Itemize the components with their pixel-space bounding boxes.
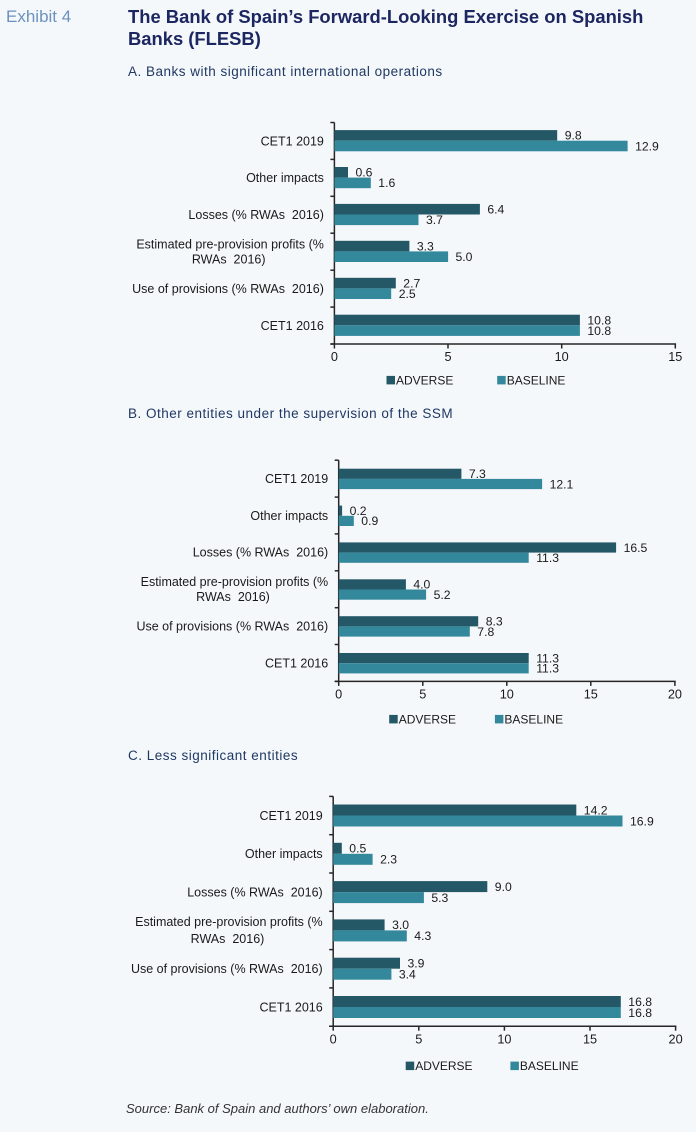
svg-text:RWAs 2016): RWAs 2016): [191, 932, 265, 946]
svg-text:10: 10: [555, 350, 569, 364]
svg-text:Estimated pre-provision profit: Estimated pre-provision profits (%: [135, 915, 323, 929]
svg-text:9.8: 9.8: [565, 129, 582, 143]
svg-text:Other impacts: Other impacts: [245, 847, 323, 861]
svg-text:0.6: 0.6: [356, 166, 373, 180]
svg-text:0: 0: [330, 1032, 337, 1046]
svg-text:20: 20: [669, 1032, 683, 1046]
svg-text:Use of provisions (% RWAs 201: Use of provisions (% RWAs 2016): [131, 962, 323, 976]
svg-text:1.6: 1.6: [378, 176, 395, 190]
svg-text:7.8: 7.8: [477, 625, 494, 639]
svg-text:3.4: 3.4: [399, 968, 416, 982]
svg-text:2.7: 2.7: [403, 276, 420, 290]
svg-text:CET1 2016: CET1 2016: [259, 1000, 322, 1014]
svg-text:10.8: 10.8: [587, 324, 611, 338]
svg-text:11.3: 11.3: [536, 651, 559, 665]
svg-text:14.2: 14.2: [584, 803, 608, 817]
svg-text:12.9: 12.9: [635, 139, 659, 153]
svg-text:0.2: 0.2: [350, 504, 367, 518]
svg-text:16.8: 16.8: [628, 995, 652, 1009]
svg-text:5: 5: [415, 1032, 422, 1046]
svg-text:Other impacts: Other impacts: [250, 509, 328, 523]
svg-text:16.8: 16.8: [628, 1006, 652, 1020]
svg-text:RWAs 2016): RWAs 2016): [192, 253, 266, 267]
svg-text:5: 5: [419, 688, 426, 702]
svg-text:Estimated pre-provision profit: Estimated pre-provision profits (%: [141, 575, 329, 589]
svg-text:BASELINE: BASELINE: [520, 1059, 579, 1073]
svg-text:Losses (% RWAs 2016): Losses (% RWAs 2016): [187, 885, 322, 899]
svg-text:15: 15: [584, 688, 598, 702]
svg-text:3.7: 3.7: [426, 213, 443, 227]
svg-text:CET1 2019: CET1 2019: [265, 472, 328, 486]
svg-text:CET1 2016: CET1 2016: [261, 319, 324, 333]
svg-text:11.3: 11.3: [536, 551, 559, 565]
svg-text:10.8: 10.8: [587, 313, 611, 327]
svg-text:Other impacts: Other impacts: [246, 171, 324, 185]
svg-text:0.9: 0.9: [361, 514, 378, 528]
svg-text:5: 5: [444, 350, 451, 364]
svg-text:ADVERSE: ADVERSE: [399, 712, 456, 726]
svg-text:0: 0: [335, 688, 342, 702]
svg-text:3.3: 3.3: [417, 240, 434, 254]
svg-text:0.5: 0.5: [349, 842, 366, 856]
svg-text:CET1 2016: CET1 2016: [265, 656, 328, 670]
svg-text:16.9: 16.9: [630, 814, 654, 828]
svg-text:7.3: 7.3: [469, 467, 486, 481]
svg-text:Use of provisions (% RWAs 201: Use of provisions (% RWAs 2016): [132, 282, 324, 296]
svg-text:Losses (% RWAs 2016): Losses (% RWAs 2016): [193, 546, 328, 560]
svg-text:16.5: 16.5: [624, 541, 648, 555]
svg-text:12.1: 12.1: [550, 477, 574, 491]
svg-text:11.3: 11.3: [536, 662, 559, 676]
svg-text:ADVERSE: ADVERSE: [415, 1059, 472, 1073]
svg-text:9.0: 9.0: [495, 880, 512, 894]
svg-text:5.3: 5.3: [431, 891, 448, 905]
svg-text:BASELINE: BASELINE: [507, 373, 566, 387]
svg-text:0: 0: [331, 350, 338, 364]
svg-text:Use of provisions (% RWAs 201: Use of provisions (% RWAs 2016): [136, 619, 328, 633]
svg-text:ADVERSE: ADVERSE: [396, 373, 453, 387]
svg-text:10: 10: [500, 688, 514, 702]
svg-text:RWAs 2016): RWAs 2016): [196, 590, 270, 604]
svg-text:5.0: 5.0: [456, 250, 473, 264]
svg-text:3.9: 3.9: [408, 957, 425, 971]
svg-text:CET1 2019: CET1 2019: [259, 809, 322, 823]
svg-text:2.5: 2.5: [399, 287, 416, 301]
svg-text:10: 10: [497, 1032, 511, 1046]
svg-text:3.0: 3.0: [392, 918, 409, 932]
svg-text:2.3: 2.3: [380, 853, 397, 867]
svg-text:6.4: 6.4: [487, 203, 504, 217]
svg-text:4.3: 4.3: [414, 929, 431, 943]
svg-text:4.0: 4.0: [413, 578, 430, 592]
svg-text:CET1 2019: CET1 2019: [261, 134, 324, 148]
svg-text:15: 15: [583, 1032, 597, 1046]
svg-text:8.3: 8.3: [486, 615, 503, 629]
svg-text:BASELINE: BASELINE: [504, 712, 563, 726]
svg-text:5.2: 5.2: [434, 588, 451, 602]
svg-text:20: 20: [668, 688, 682, 702]
svg-text:Estimated pre-provision profit: Estimated pre-provision profits (%: [136, 238, 324, 252]
svg-text:15: 15: [668, 350, 682, 364]
svg-text:Losses (% RWAs 2016): Losses (% RWAs 2016): [188, 208, 323, 222]
